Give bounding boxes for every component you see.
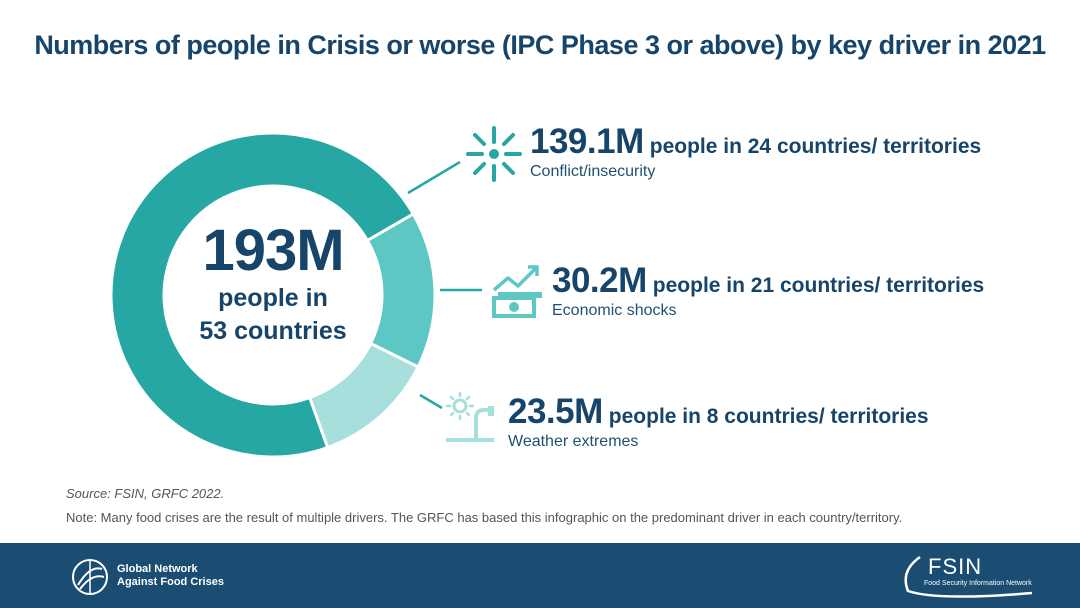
driver-desc: people in 8 countries/ territories xyxy=(608,405,929,428)
donut-slice-economic-shocks xyxy=(365,211,437,370)
total-line1: people in xyxy=(218,284,328,312)
source-text: Source: FSIN, GRFC 2022. xyxy=(66,486,225,501)
donut-center-label: 193M people in 53 countries xyxy=(170,220,376,348)
driver-conflict: 139.1M people in 24 countries/ territorie… xyxy=(530,122,981,181)
driver-desc: people in 21 countries/ territories xyxy=(652,274,985,297)
driver-value: 30.2M xyxy=(552,261,647,300)
economic-money-chart-icon xyxy=(492,265,542,318)
gn-line2: Against Food Crises xyxy=(117,576,224,588)
total-line2: 53 countries xyxy=(199,317,347,345)
driver-value: 139.1M xyxy=(530,122,644,161)
conflict-burst-icon xyxy=(466,126,522,182)
driver-value: 23.5M xyxy=(508,392,603,431)
driver-label: Weather extremes xyxy=(508,433,639,450)
note-text: Note: Many food crises are the result of… xyxy=(66,510,903,525)
page-title: Numbers of people in Crisis or worse (IP… xyxy=(34,30,1046,60)
leader-line-weather xyxy=(419,393,443,410)
donut-slice-weather-extremes xyxy=(307,341,421,450)
leader-line-conflict xyxy=(407,160,461,195)
driver-weather: 23.5M people in 8 countries/ territories … xyxy=(508,392,929,451)
weather-sun-tap-icon xyxy=(445,392,494,442)
total-value: 193M xyxy=(202,218,344,283)
fsin-logo-text: FSIN xyxy=(928,554,983,579)
driver-economic: 30.2M people in 21 countries/ territories… xyxy=(552,261,984,320)
global-network-globe-icon xyxy=(72,559,108,595)
driver-label: Conflict/insecurity xyxy=(530,163,656,180)
fsin-logo-subtext: Food Security Information Network xyxy=(924,580,1032,587)
donut-slice-conflict-insecurity xyxy=(109,131,416,459)
driver-desc: people in 24 countries/ territories xyxy=(649,135,982,158)
global-network-logo-text: Global Network Against Food Crises xyxy=(117,563,224,589)
gn-line1: Global Network xyxy=(117,563,198,575)
fsin-swoosh-icon xyxy=(904,555,1033,598)
driver-label: Economic shocks xyxy=(552,302,677,319)
footer-bar: Global Network Against Food Crises FSIN … xyxy=(0,543,1080,608)
